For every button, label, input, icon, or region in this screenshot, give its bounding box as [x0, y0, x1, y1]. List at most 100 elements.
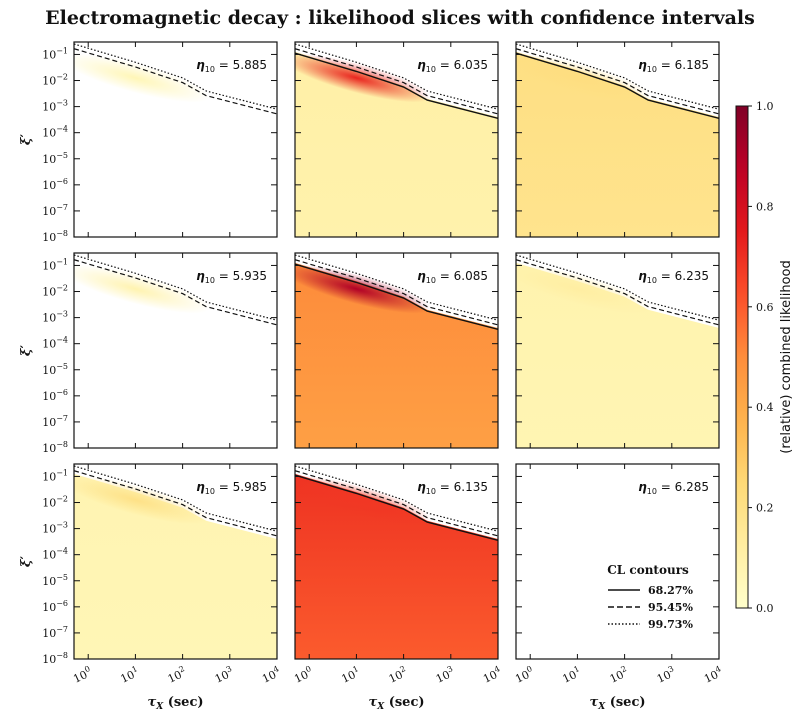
likelihood-peak: [74, 53, 211, 103]
figure-title: Electromagnetic decay : likelihood slice…: [45, 7, 755, 29]
y-tick-label: 10−1: [42, 46, 68, 61]
x-tick-label: 101: [339, 664, 363, 686]
y-tick-label: 10−6: [42, 599, 68, 614]
panel-2: η10 = 6.035: [294, 41, 499, 238]
x-tick-label: 100: [291, 664, 315, 686]
contour-95: [516, 48, 719, 115]
colorbar: 0.0 0.2 0.4 0.6 0.8 1.0 (relative) combined li…: [735, 100, 794, 615]
colorbar-tick-label: 0.8: [756, 200, 774, 213]
x-tick-label: 101: [118, 664, 142, 686]
colorbar-tick-label: 0.6: [756, 301, 774, 314]
contour-99: [295, 43, 498, 110]
likelihood-region: [516, 51, 719, 237]
y-tick-label: 10−5: [42, 151, 68, 166]
eta-label: η10 = 6.085: [417, 269, 488, 285]
likelihood-peak: [295, 264, 432, 314]
contour-95: [295, 259, 498, 326]
likelihood-peak: [295, 475, 432, 525]
eta-label: η10 = 5.985: [196, 480, 267, 496]
contour-95: [295, 48, 498, 115]
contour-99: [295, 465, 498, 532]
likelihood-region: [295, 473, 498, 659]
panel-frame: [294, 41, 499, 238]
panel-frame: [515, 41, 720, 238]
panel-frame: [73, 41, 278, 238]
x-tick-label: 103: [654, 664, 678, 686]
contour-95: [516, 259, 719, 326]
contour-99: [516, 254, 719, 321]
panel-grid: 10−1 10−2 10−3 10−4 10−5 10−6 10−7 10−8 η10 = 5.…: [42, 41, 725, 686]
panel-9: 100 101 102 103 104 η10 = 6.285: [512, 463, 725, 686]
x-tick-label: 104: [259, 664, 283, 686]
legend-entry: 68.27%: [648, 584, 693, 597]
y-tick-label: 10−2: [42, 495, 68, 510]
y-tick-label: 10−6: [42, 177, 68, 192]
contour-68: [516, 52, 719, 120]
eta-label: η10 = 6.135: [417, 480, 488, 496]
y-tick-label: 10−3: [42, 521, 68, 536]
contour-95: [74, 470, 277, 537]
y-tick-label: 10−4: [42, 336, 68, 351]
y-tick-label: 10−2: [42, 73, 68, 88]
y-axis-label: ξ′: [19, 344, 34, 356]
panel-3: η10 = 6.185: [515, 41, 720, 238]
legend-entry: 95.45%: [648, 601, 693, 614]
contour-68: [295, 263, 498, 331]
cl-contour-legend: CL contours 68.27% 95.45% 99.73%: [607, 563, 693, 631]
x-tick-label: 101: [560, 664, 584, 686]
likelihood-region: [516, 262, 719, 448]
likelihood-peak: [516, 264, 653, 314]
y-tick-label: 10−8: [42, 229, 68, 244]
colorbar-gradient: [735, 105, 749, 609]
y-tick-label: 10−7: [42, 414, 68, 429]
contour-95: [74, 259, 277, 326]
panel-6: η10 = 6.235: [515, 252, 720, 449]
legend-title: CL contours: [607, 563, 689, 577]
x-tick-label: 104: [701, 664, 725, 686]
x-tick-label: 100: [512, 664, 536, 686]
panel-frame: [294, 252, 499, 449]
eta-label: η10 = 6.285: [638, 480, 709, 496]
contour-68: [295, 52, 498, 120]
colorbar-tick-label: 0.2: [756, 502, 774, 515]
panel-5: η10 = 6.085: [294, 252, 499, 449]
likelihood-region: [74, 473, 277, 659]
x-tick-label: 102: [607, 664, 631, 686]
panel-frame: [515, 252, 720, 449]
contour-99: [74, 254, 277, 321]
eta-label: η10 = 5.935: [196, 269, 267, 285]
y-tick-label: 10−7: [42, 625, 68, 640]
contour-99: [295, 254, 498, 321]
contour-95: [295, 470, 498, 537]
panel-frame: [294, 463, 499, 660]
contour-99: [516, 43, 719, 110]
y-tick-label: 10−3: [42, 99, 68, 114]
y-axis-label: ξ′: [19, 133, 34, 145]
eta-label: η10 = 6.185: [638, 58, 709, 74]
y-tick-label: 10−6: [42, 388, 68, 403]
x-axis-label: τX (sec): [147, 695, 203, 712]
panel-frame: [73, 463, 278, 660]
colorbar-tick-label: 0.0: [756, 602, 774, 615]
likelihood-peak: [74, 264, 211, 314]
y-tick-label: 10−5: [42, 362, 68, 377]
x-axis-label: τX (sec): [589, 695, 645, 712]
y-tick-label: 10−7: [42, 203, 68, 218]
x-tick-label: 104: [480, 664, 504, 686]
panel-1: 10−1 10−2 10−3 10−4 10−5 10−6 10−7 10−8 η10 = 5.…: [42, 41, 278, 244]
likelihood-peak: [516, 53, 653, 103]
y-tick-label: 10−2: [42, 284, 68, 299]
x-axis-label: τX (sec): [368, 695, 424, 712]
contour-68: [295, 474, 498, 542]
eta-label: η10 = 6.035: [417, 58, 488, 74]
panel-4: 10−1 10−2 10−3 10−4 10−5 10−6 10−7 10−8 η10 = 5.…: [42, 252, 278, 455]
y-tick-label: 10−5: [42, 573, 68, 588]
y-axis-label: ξ′: [19, 555, 34, 567]
likelihood-peak: [295, 53, 432, 103]
y-tick-label: 10−4: [42, 547, 68, 562]
eta-label: η10 = 6.235: [638, 269, 709, 285]
x-tick-label: 102: [165, 664, 189, 686]
y-tick-label: 10−3: [42, 310, 68, 325]
colorbar-tick-label: 0.4: [756, 401, 774, 414]
